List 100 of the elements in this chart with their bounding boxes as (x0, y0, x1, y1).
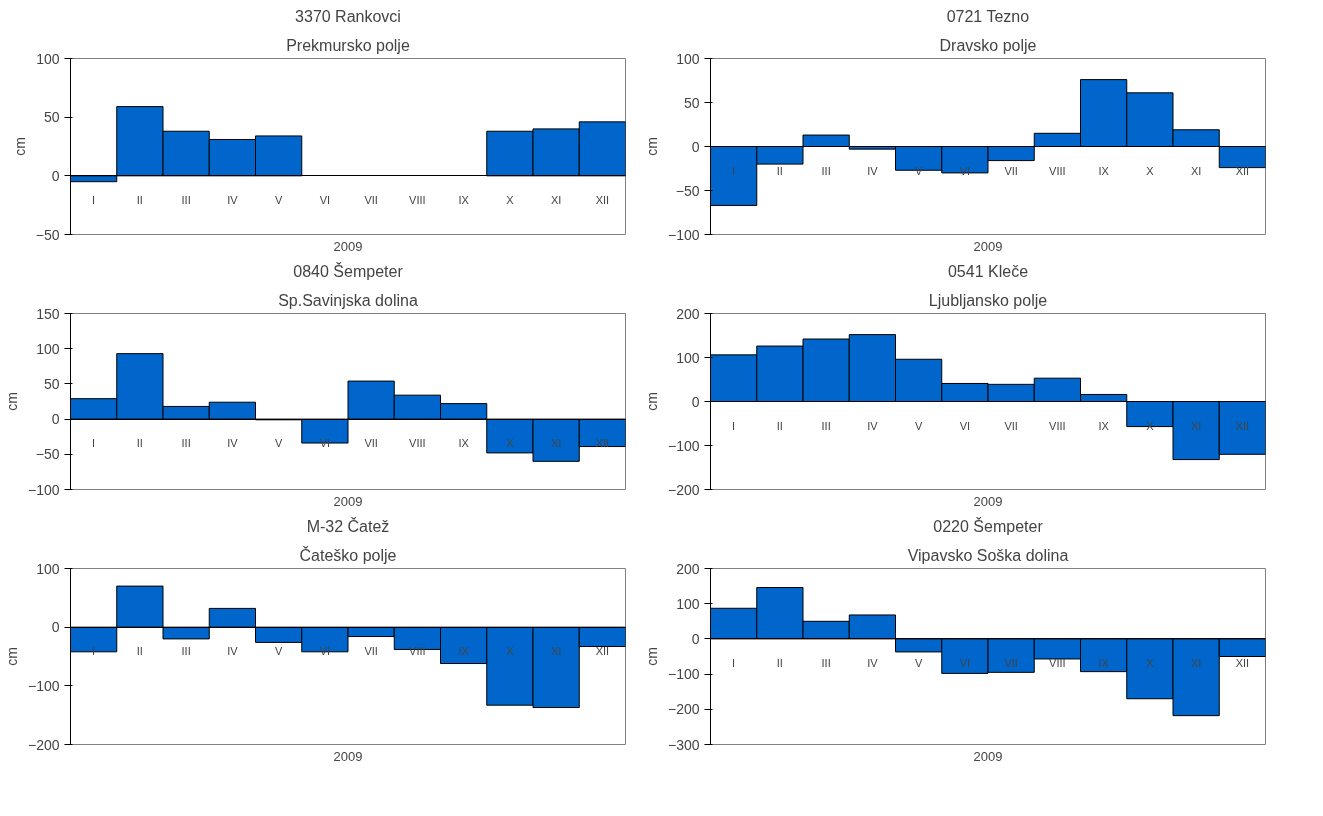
x-tick-label: II (776, 164, 783, 177)
y-tick-label: 200 (676, 560, 700, 577)
y-axis-title: cm (643, 137, 660, 156)
y-tick-label: 0 (51, 167, 60, 184)
x-axis-title: 2009 (973, 238, 1003, 254)
x-tick-label: I (732, 164, 736, 177)
y-tick-label: 100 (36, 340, 60, 357)
y-axis-title: cm (643, 392, 660, 411)
x-tick-label: XII (595, 193, 610, 206)
y-tick-label: 0 (691, 393, 700, 410)
x-tick-label: IX (1098, 419, 1110, 432)
x-axis-title: 2009 (973, 493, 1003, 509)
y-tick-label: 150 (36, 305, 60, 322)
x-tick-label: V (914, 656, 923, 669)
x-tick-label: IV (227, 193, 239, 206)
x-tick-label: XII (1235, 164, 1250, 177)
x-axis-title: 2009 (333, 748, 363, 764)
x-tick-label: V (274, 437, 283, 450)
chart-title: 0840 Šempeter (293, 261, 404, 280)
y-tick-label: 100 (676, 349, 700, 366)
chart-subtitle: Dravsko polje (939, 36, 1037, 54)
chart-subtitle: Čateško polje (299, 545, 397, 564)
x-tick-label: XII (1235, 419, 1250, 432)
chart-subtitle: Sp.Savinjska dolina (278, 291, 418, 309)
x-tick-label: I (732, 419, 736, 432)
x-tick-label: XI (550, 645, 562, 658)
y-tick-label: −300 (667, 736, 700, 753)
x-tick-label: XI (1190, 164, 1202, 177)
y-tick-label: 0 (51, 411, 60, 428)
x-tick-label: III (181, 437, 191, 450)
x-axis-title: 2009 (333, 238, 363, 254)
x-tick-label: IX (1098, 164, 1110, 177)
y-axis-title: cm (643, 647, 660, 666)
x-tick-label: VII (1004, 164, 1018, 177)
x-tick-label: VIII (1049, 656, 1066, 669)
x-tick-label: IX (458, 645, 470, 658)
x-tick-label: III (181, 645, 191, 658)
x-tick-label: X (1146, 419, 1155, 432)
x-tick-label: VIII (409, 193, 426, 206)
y-axis-title: cm (3, 392, 20, 411)
y-tick-label: −100 (667, 666, 700, 683)
x-tick-label: XI (1190, 656, 1202, 669)
x-tick-label: VII (364, 193, 378, 206)
x-tick-label: III (821, 419, 831, 432)
y-tick-label: −200 (667, 701, 700, 718)
x-tick-label: VI (319, 193, 331, 206)
y-tick-label: −100 (27, 677, 60, 694)
y-tick-label: 0 (691, 138, 700, 155)
x-tick-label: III (821, 164, 831, 177)
x-tick-label: VII (364, 437, 378, 450)
y-tick-label: 0 (51, 619, 60, 636)
y-tick-label: −50 (35, 446, 60, 463)
x-tick-label: VIII (1049, 164, 1066, 177)
y-tick-label: 100 (676, 50, 700, 67)
x-axis-title: 2009 (973, 748, 1003, 764)
x-tick-label: VII (1004, 656, 1018, 669)
y-tick-label: −100 (667, 437, 700, 454)
y-tick-label: 200 (676, 305, 700, 322)
x-tick-label: XI (550, 193, 562, 206)
x-axis-title: 2009 (333, 493, 363, 509)
chart-subtitle: Ljubljansko polje (928, 291, 1048, 309)
y-tick-label: 0 (691, 630, 700, 647)
chart-title: 0541 Kleče (947, 262, 1029, 280)
x-tick-label: XI (550, 437, 562, 450)
chart-subtitle: Prekmursko polje (286, 36, 410, 54)
x-tick-label: IV (867, 419, 879, 432)
y-tick-label: −100 (27, 481, 60, 498)
x-tick-label: VI (959, 419, 971, 432)
x-tick-label: IV (227, 645, 239, 658)
x-tick-label: VI (959, 656, 971, 669)
y-tick-label: 50 (683, 94, 700, 111)
x-tick-label: VIII (409, 437, 426, 450)
x-tick-label: I (92, 437, 96, 450)
x-tick-label: III (821, 656, 831, 669)
x-tick-label: IV (227, 437, 239, 450)
x-tick-label: IX (458, 193, 470, 206)
x-tick-label: XII (1235, 656, 1250, 669)
chart-subtitle: Vipavsko Soška dolina (907, 546, 1069, 564)
x-tick-label: I (732, 656, 736, 669)
x-tick-label: V (914, 419, 923, 432)
x-tick-label: VII (364, 645, 378, 658)
y-tick-label: −200 (667, 481, 700, 498)
x-tick-label: II (776, 656, 783, 669)
x-tick-label: IX (458, 437, 470, 450)
x-tick-label: IV (867, 656, 879, 669)
y-tick-label: −50 (35, 226, 60, 243)
y-axis-title: cm (11, 137, 28, 156)
x-tick-label: IX (1098, 656, 1110, 669)
y-tick-label: 50 (43, 375, 60, 392)
x-tick-label: II (136, 645, 143, 658)
x-tick-label: III (181, 193, 191, 206)
x-tick-label: XII (595, 645, 610, 658)
y-tick-label: −100 (667, 226, 700, 243)
chart-title: 0721 Tezno (946, 7, 1030, 25)
x-tick-label: VI (319, 645, 331, 658)
y-tick-label: −50 (675, 182, 700, 199)
x-tick-label: II (136, 437, 143, 450)
y-axis-title: cm (3, 647, 20, 666)
y-tick-label: 100 (676, 595, 700, 612)
x-tick-label: II (776, 419, 783, 432)
